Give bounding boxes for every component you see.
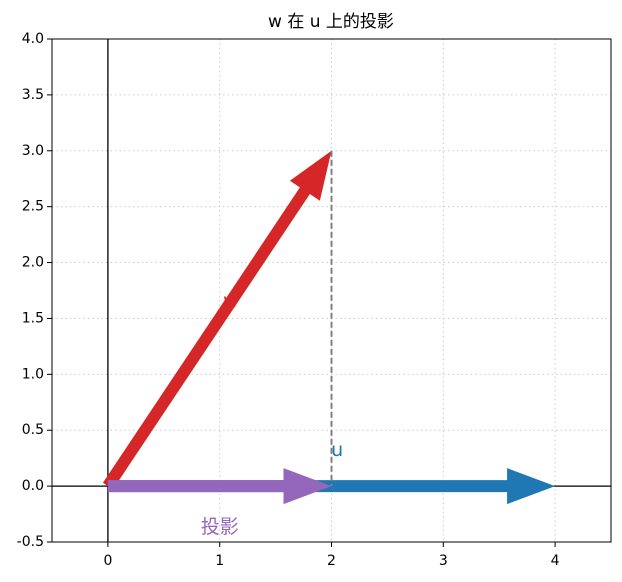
y-tick-label: 3.0 — [22, 143, 44, 159]
chart-title: w 在 u 上的投影 — [268, 12, 394, 32]
x-tick-label: 0 — [103, 553, 112, 569]
y-tick-label: 4.0 — [22, 31, 44, 47]
x-tick-label: 2 — [327, 553, 336, 569]
vector-label: u — [331, 439, 343, 461]
x-tick-label: 4 — [551, 553, 560, 569]
vector-label: w — [223, 290, 239, 312]
y-tick-label: -0.5 — [17, 534, 44, 550]
y-tick-label: 3.5 — [22, 87, 44, 103]
vector-label: 投影 — [201, 516, 239, 538]
y-tick-label: 0.5 — [22, 422, 44, 438]
x-tick-label: 1 — [215, 553, 224, 569]
y-tick-label: 2.5 — [22, 199, 44, 215]
y-tick-label: 2.0 — [22, 255, 44, 271]
x-tick-label: 3 — [439, 553, 448, 569]
plot-frame — [51, 38, 612, 543]
vector-arrow — [102, 150, 332, 490]
y-tick-label: 1.5 — [22, 310, 44, 326]
y-tick-label: 1.0 — [22, 366, 44, 382]
y-tick-label: 0.0 — [22, 478, 44, 494]
vector-arrow — [107, 468, 332, 505]
